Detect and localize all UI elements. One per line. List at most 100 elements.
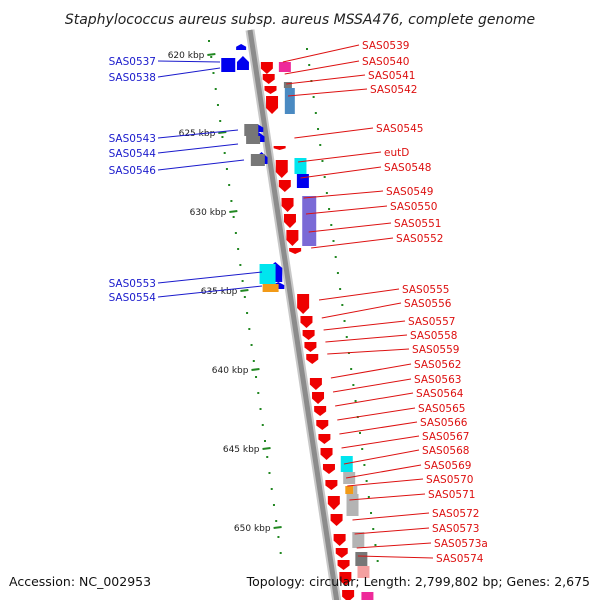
leader-line	[325, 334, 408, 343]
leader-line	[318, 288, 400, 301]
right-gene-label: eutD	[384, 147, 409, 159]
ruler-dot	[239, 264, 242, 266]
reverse-gene-arrow	[264, 86, 277, 94]
magenta-gene-box	[361, 592, 374, 600]
right-gene-label: SAS0541	[368, 70, 415, 82]
leader-line	[157, 285, 263, 298]
right-gene-label: SAS0552	[396, 233, 443, 245]
leader-line	[157, 60, 221, 63]
reverse-gene-arrow	[330, 514, 343, 526]
reverse-gene-arrow	[304, 342, 317, 352]
ruler-dot	[334, 256, 337, 258]
magenta-gene-box	[278, 62, 291, 72]
leader-line	[347, 478, 424, 487]
reverse-gene-arrow	[286, 230, 299, 246]
ruler-dot	[372, 528, 375, 530]
right-gene-label: SAS0542	[370, 84, 417, 96]
reverse-gene-arrow	[273, 146, 286, 150]
reverse-gene-arrow	[342, 590, 355, 600]
leader-line	[335, 392, 414, 407]
leader-line	[282, 44, 360, 63]
leader-line	[332, 378, 412, 393]
right-gene-labels: SAS0539 SAS0540 SAS0541 SAS0542 SAS0545 eutD S…	[282, 40, 488, 565]
leader-line	[341, 435, 420, 449]
kbp-tick	[251, 368, 260, 371]
grey-gene-box	[250, 154, 265, 166]
ruler-dot	[306, 48, 308, 50]
reverse-gene-arrow	[302, 330, 315, 340]
ruler-dot	[272, 504, 275, 506]
kbp-label: 640 kbp	[212, 366, 249, 376]
ruler-dot	[336, 272, 339, 274]
right-gene-label: SAS0571	[428, 489, 475, 501]
ruler-dot	[257, 392, 260, 394]
leader-line	[330, 363, 412, 379]
orange-gene-box	[262, 284, 279, 292]
ruler-dot	[243, 296, 246, 298]
ruler-dot	[268, 472, 271, 474]
ruler-dot	[270, 488, 273, 490]
ruler-dot	[234, 232, 237, 234]
grey-gene-box	[355, 552, 368, 566]
grey-gene-box	[244, 124, 259, 136]
leader-line	[157, 129, 239, 139]
left-gene-labels: SAS0537 SAS0538 SAS0543 SAS0544 SAS0546 SAS05…	[109, 56, 263, 304]
leader-line	[298, 151, 382, 163]
kbp-label: 620 kbp	[168, 51, 205, 61]
right-gene-label: SAS0566	[420, 417, 468, 429]
right-gene-label: SAS0562	[414, 359, 461, 371]
ruler-dot	[323, 176, 326, 178]
reverse-gene-arrow	[283, 214, 296, 228]
ruler-dot	[225, 168, 228, 170]
leader-line	[327, 348, 410, 355]
ruler-dot	[266, 456, 269, 458]
kbp-tick	[262, 447, 271, 450]
ruler-dot	[228, 184, 231, 186]
ruler-dot	[365, 480, 368, 482]
ruler-dot	[341, 304, 344, 306]
ruler-dot	[376, 560, 379, 562]
ruler-dot	[321, 160, 324, 162]
ruler-dot	[332, 240, 335, 242]
ruler-dot	[246, 312, 249, 314]
right-gene-label: SAS0556	[404, 298, 452, 310]
right-gene-label: SAS0568	[422, 445, 469, 457]
ruler-dot	[345, 336, 348, 338]
right-gene-label: SAS0555	[402, 284, 449, 296]
reverse-gene-arrow	[306, 354, 319, 364]
reverse-gene-arrow	[325, 480, 338, 490]
blue-gene-box	[296, 174, 309, 188]
reverse-gene-arrow	[260, 62, 273, 74]
reverse-gene-arrow	[318, 434, 331, 444]
left-gene-label: SAS0554	[109, 292, 157, 304]
ruler-dot	[208, 40, 210, 42]
reverse-gene-arrow	[335, 548, 348, 558]
leader-line	[343, 449, 420, 465]
left-gene-label: SAS0553	[109, 278, 156, 290]
leader-line	[305, 205, 388, 215]
leader-line	[157, 159, 245, 171]
ruler-dot	[275, 520, 278, 522]
map-title: Staphylococcus aureus subsp. aureus MSSA…	[65, 12, 535, 28]
right-gene-label: SAS0548	[384, 162, 431, 174]
kbp-tick	[207, 53, 216, 56]
grey-gene-box	[283, 82, 292, 88]
forward-gene-arrow	[236, 44, 247, 50]
ruler-dot	[261, 424, 264, 426]
reverse-gene-arrow	[289, 248, 302, 254]
reverse-gene-arrow	[316, 420, 329, 430]
leader-line	[284, 60, 360, 75]
ruler-dot	[232, 216, 235, 218]
reverse-gene-arrow	[314, 406, 327, 416]
ruler-dot	[308, 64, 311, 66]
violet-gene-box	[302, 196, 317, 246]
reverse-gene-arrow	[266, 96, 279, 114]
ruler-dot	[252, 360, 255, 362]
ruler-dot	[237, 248, 240, 250]
kbp-tick	[273, 526, 282, 529]
ruler-dot	[361, 448, 364, 450]
backbone-line	[247, 29, 340, 600]
steelblue-gene-box	[284, 88, 295, 114]
right-gene-label: SAS0563	[414, 374, 461, 386]
right-gene-label: SAS0570	[426, 474, 473, 486]
